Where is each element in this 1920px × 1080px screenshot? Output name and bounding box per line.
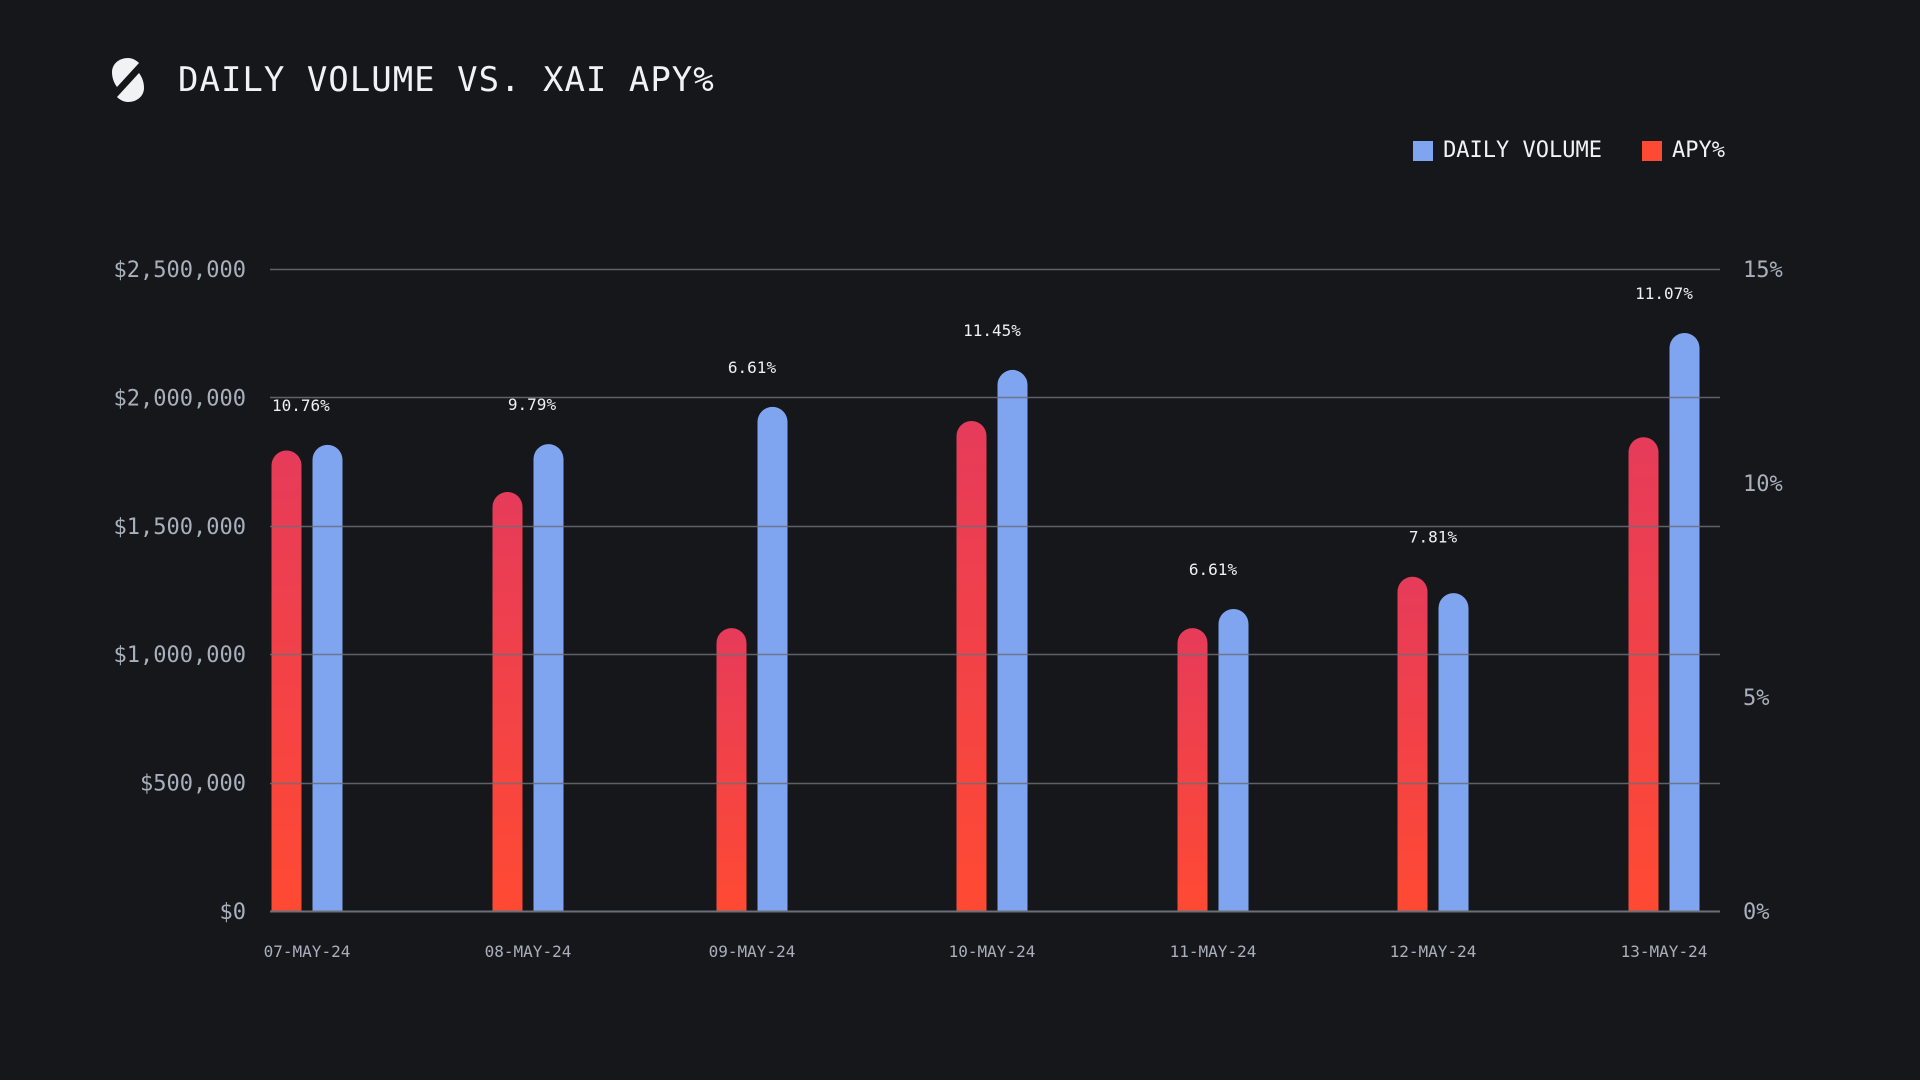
y-tick-label: $1,000,000 (114, 643, 246, 668)
y2-tick-label: 15% (1743, 258, 1783, 283)
y-tick-label: $500,000 (140, 772, 246, 797)
data-labels: 10.76% 9.79% 6.61% 11.45% 6.61% 7.81% 11.07% (272, 284, 1693, 579)
legend-item-apy: APY% (1642, 138, 1725, 163)
y-axis-right: 0% 5% 10% 15% (1743, 258, 1783, 925)
legend-item-daily-volume: DAILY VOLUME (1413, 138, 1602, 163)
s-logo-icon (112, 58, 144, 102)
apy-data-label: 6.61% (728, 358, 777, 377)
x-tick-label: 11-MAY-24 (1170, 942, 1257, 961)
volume-bar (312, 444, 343, 911)
apy-bar (716, 628, 747, 911)
apy-bar (271, 450, 302, 911)
x-tick-label: 12-MAY-24 (1390, 942, 1477, 961)
volume-bar (533, 444, 564, 911)
grid-layer (270, 268, 1720, 913)
apy-data-label: 11.07% (1635, 284, 1693, 303)
x-axis: 07-MAY-24 08-MAY-24 09-MAY-24 10-MAY-24 11-M… (264, 942, 1708, 961)
apy-data-label: 11.45% (963, 321, 1021, 340)
legend-label-daily-volume: DAILY VOLUME (1443, 138, 1603, 163)
y-axis-left: $0 $500,000 $1,000,000 $1,500,000 $2,000,000… (114, 258, 246, 925)
bars-layer (271, 332, 1700, 911)
chart-title: DAILY VOLUME VS. XAI APY% (178, 60, 715, 100)
legend: DAILY VOLUME APY% (1413, 138, 1725, 163)
x-tick-label: 08-MAY-24 (485, 942, 572, 961)
apy-bar (1177, 628, 1208, 911)
volume-bar (1218, 609, 1249, 911)
apy-bar (492, 491, 523, 911)
y-tick-label: $2,500,000 (114, 258, 246, 283)
apy-bar (956, 420, 987, 911)
apy-bar (1397, 576, 1428, 911)
y-tick-label: $1,500,000 (114, 515, 246, 540)
x-tick-label: 07-MAY-24 (264, 942, 351, 961)
y-tick-label: $2,000,000 (114, 386, 246, 411)
legend-label-apy: APY% (1672, 138, 1725, 163)
apy-data-label: 10.76% (272, 396, 330, 415)
y2-tick-label: 0% (1743, 900, 1770, 925)
x-tick-label: 10-MAY-24 (949, 942, 1036, 961)
apy-data-label: 9.79% (508, 395, 557, 414)
volume-bar (1438, 593, 1469, 911)
legend-swatch-daily-volume (1413, 140, 1434, 161)
volume-bar (997, 369, 1028, 911)
volume-bar (757, 406, 788, 911)
apy-data-label: 6.61% (1189, 560, 1238, 579)
apy-bar (1628, 437, 1659, 911)
chart-header: DAILY VOLUME VS. XAI APY% (112, 56, 715, 104)
x-tick-label: 09-MAY-24 (709, 942, 796, 961)
legend-swatch-apy (1642, 140, 1663, 161)
apy-data-label: 7.81% (1409, 528, 1458, 547)
y2-tick-label: 5% (1743, 686, 1770, 711)
y2-tick-label: 10% (1743, 472, 1783, 497)
x-tick-label: 13-MAY-24 (1621, 942, 1708, 961)
y-tick-label: $0 (220, 900, 247, 925)
volume-bar (1669, 332, 1700, 911)
